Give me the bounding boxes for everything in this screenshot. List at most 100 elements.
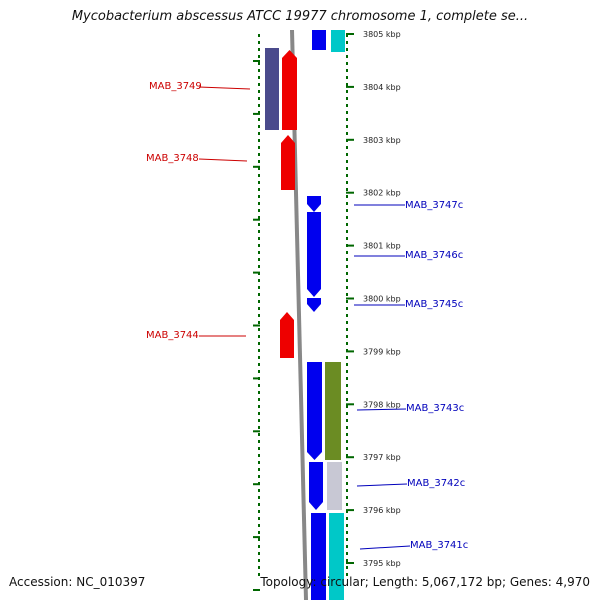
gene-label-mab-3743c[interactable]: MAB_3743c [406, 403, 464, 414]
gene-shape-mab-3747c[interactable] [307, 196, 321, 212]
guide-dot [346, 370, 348, 373]
gene-label-mab-3746c[interactable]: MAB_3746c [405, 250, 463, 261]
guide-dot [258, 293, 260, 296]
cog-shape[interactable] [329, 513, 344, 600]
gene-shape-mab-3744[interactable] [280, 312, 294, 358]
minor-tick [253, 112, 260, 115]
guide-dot [346, 76, 348, 79]
guide-dot [258, 356, 260, 359]
gene-label-mab-3742c[interactable]: MAB_3742c [407, 478, 465, 489]
guide-dot [258, 573, 260, 576]
cog-shape[interactable] [331, 30, 345, 52]
guide-dot [258, 104, 260, 107]
guide-dot [258, 202, 260, 205]
guide-dot [346, 377, 348, 380]
guide-dot [346, 426, 348, 429]
guide-dot [258, 552, 260, 555]
guide-dot [346, 279, 348, 282]
guide-dot [346, 328, 348, 331]
guide-dot [258, 370, 260, 373]
guide-dot [258, 384, 260, 387]
guide-dot [346, 111, 348, 114]
guide-dot [346, 237, 348, 240]
guide-dot [258, 279, 260, 282]
guide-dot [346, 356, 348, 359]
guide-dot [258, 314, 260, 317]
guide-dot [346, 223, 348, 226]
guide-dot [346, 503, 348, 506]
gene-label-mab-3744[interactable]: MAB_3744 [146, 330, 199, 341]
gene-label-mab-3748[interactable]: MAB_3748 [146, 153, 199, 164]
kbp-label: 3802 kbp [363, 189, 401, 198]
leader-line-mab-3741c [359, 545, 411, 550]
guide-dot [258, 48, 260, 51]
minor-tick [253, 218, 260, 221]
guide-dot [258, 559, 260, 562]
guide-dot [258, 398, 260, 401]
gene-shape-mab-3749[interactable] [282, 50, 297, 130]
guide-dot [258, 216, 260, 219]
guide-dot [258, 447, 260, 450]
guide-dot [346, 517, 348, 520]
guide-dot [258, 265, 260, 268]
guide-dot [346, 314, 348, 317]
gene-label-mab-3747c[interactable]: MAB_3747c [405, 200, 463, 211]
kbp-label: 3795 kbp [363, 559, 401, 568]
gene-label-mab-3741c[interactable]: MAB_3741c [410, 540, 468, 551]
cog-shape[interactable] [327, 462, 342, 510]
cog-shape[interactable] [325, 362, 341, 460]
cog-shape[interactable] [265, 48, 279, 130]
minor-tick [253, 271, 260, 274]
guide-dot [346, 475, 348, 478]
kbp-label: 3801 kbp [363, 242, 401, 251]
guide-dot [346, 202, 348, 205]
guide-dot [346, 363, 348, 366]
guide-dot [258, 412, 260, 415]
minor-tick [253, 377, 260, 380]
gene-shape-mab-3745c[interactable] [307, 298, 321, 312]
guide-dot [258, 321, 260, 324]
gene-label-mab-3749[interactable]: MAB_3749 [149, 81, 202, 92]
guide-dot [346, 230, 348, 233]
guide-dot [346, 398, 348, 401]
guide-dot [346, 209, 348, 212]
kbp-label: 3796 kbp [363, 506, 401, 515]
gene-shape-mab-3743c[interactable] [307, 362, 322, 460]
guide-dot [346, 433, 348, 436]
guide-dot [346, 342, 348, 345]
guide-dot [258, 419, 260, 422]
minor-tick [253, 483, 260, 486]
guide-dot [258, 461, 260, 464]
guide-dot [258, 328, 260, 331]
guide-dot [258, 524, 260, 527]
guide-dot [346, 272, 348, 275]
gene-shape-mab-3748[interactable] [281, 135, 295, 190]
guide-dot [258, 69, 260, 72]
gene-shape[interactable] [312, 30, 326, 50]
gene-shape-mab-3741c[interactable] [311, 513, 326, 600]
guide-dot [258, 125, 260, 128]
guide-dot [346, 573, 348, 576]
guide-dot [258, 167, 260, 170]
major-tick [346, 297, 354, 300]
leader-line-mab-3743c [356, 408, 407, 411]
guide-dot [258, 496, 260, 499]
gene-shape-mab-3746c[interactable] [307, 212, 321, 297]
guide-dot [346, 461, 348, 464]
guide-dot [346, 195, 348, 198]
guide-dot [258, 433, 260, 436]
major-tick [346, 350, 354, 353]
guide-dot [346, 258, 348, 261]
minor-tick [253, 165, 260, 168]
gene-label-mab-3745c[interactable]: MAB_3745c [405, 299, 463, 310]
major-tick [346, 244, 354, 247]
guide-dot [258, 342, 260, 345]
kbp-label: 3799 kbp [363, 347, 401, 356]
guide-dot [258, 76, 260, 79]
guide-dot [346, 97, 348, 100]
gene-shape-mab-3742c[interactable] [309, 462, 323, 510]
gene-labels[interactable]: MAB_3749 MAB_3748 MAB_3747c MAB_3746c MAB_37… [146, 81, 468, 551]
feature-tracks[interactable] [265, 30, 345, 600]
guide-dot [346, 559, 348, 562]
guide-dot [346, 447, 348, 450]
